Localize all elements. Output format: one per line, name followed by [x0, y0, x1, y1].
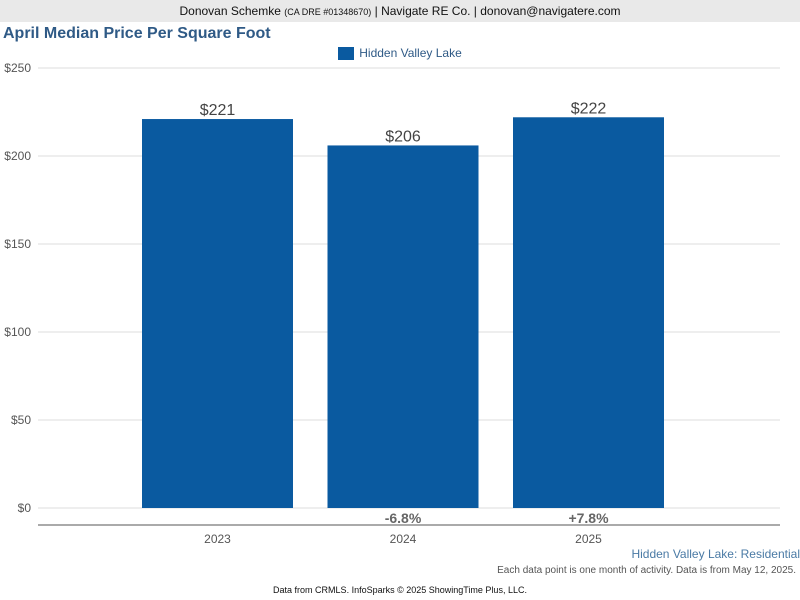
bar-value-label: $221	[200, 102, 236, 119]
y-tick-label: $0	[18, 501, 32, 515]
x-tick-label: 2024	[390, 532, 417, 546]
chart-legend: Hidden Valley Lake	[0, 46, 800, 60]
y-tick-label: $150	[4, 237, 31, 251]
bar-value-label: $206	[385, 128, 421, 145]
agent-name: Donovan Schemke	[179, 4, 281, 18]
legend-swatch	[338, 46, 355, 60]
agent-company-email: | Navigate RE Co. | donovan@navigatere.c…	[374, 4, 621, 18]
data-note: Each data point is one month of activity…	[497, 565, 796, 576]
x-tick-label: 2025	[575, 532, 602, 546]
agent-license: (CA DRE #01348670)	[284, 7, 372, 17]
legend-label: Hidden Valley Lake	[359, 46, 462, 60]
bar-2024	[327, 145, 479, 508]
bar-2023	[142, 119, 293, 508]
y-tick-label: $200	[4, 149, 31, 163]
agent-header-bar: Donovan Schemke (CA DRE #01348670) | Nav…	[0, 0, 800, 22]
y-tick-label: $100	[4, 325, 31, 339]
y-tick-label: $50	[11, 413, 31, 427]
chart-title: April Median Price Per Square Foot	[3, 25, 271, 42]
x-tick-label: 2023	[204, 532, 231, 546]
bar-2025	[513, 117, 664, 508]
chart-subtitle: Hidden Valley Lake: Residential	[631, 547, 800, 561]
change-label: +7.8%	[568, 510, 609, 526]
change-label: -6.8%	[385, 510, 422, 526]
y-tick-label: $250	[4, 61, 31, 75]
data-credit: Data from CRMLS. InfoSparks © 2025 Showi…	[273, 585, 527, 595]
bar-value-label: $222	[571, 100, 607, 117]
